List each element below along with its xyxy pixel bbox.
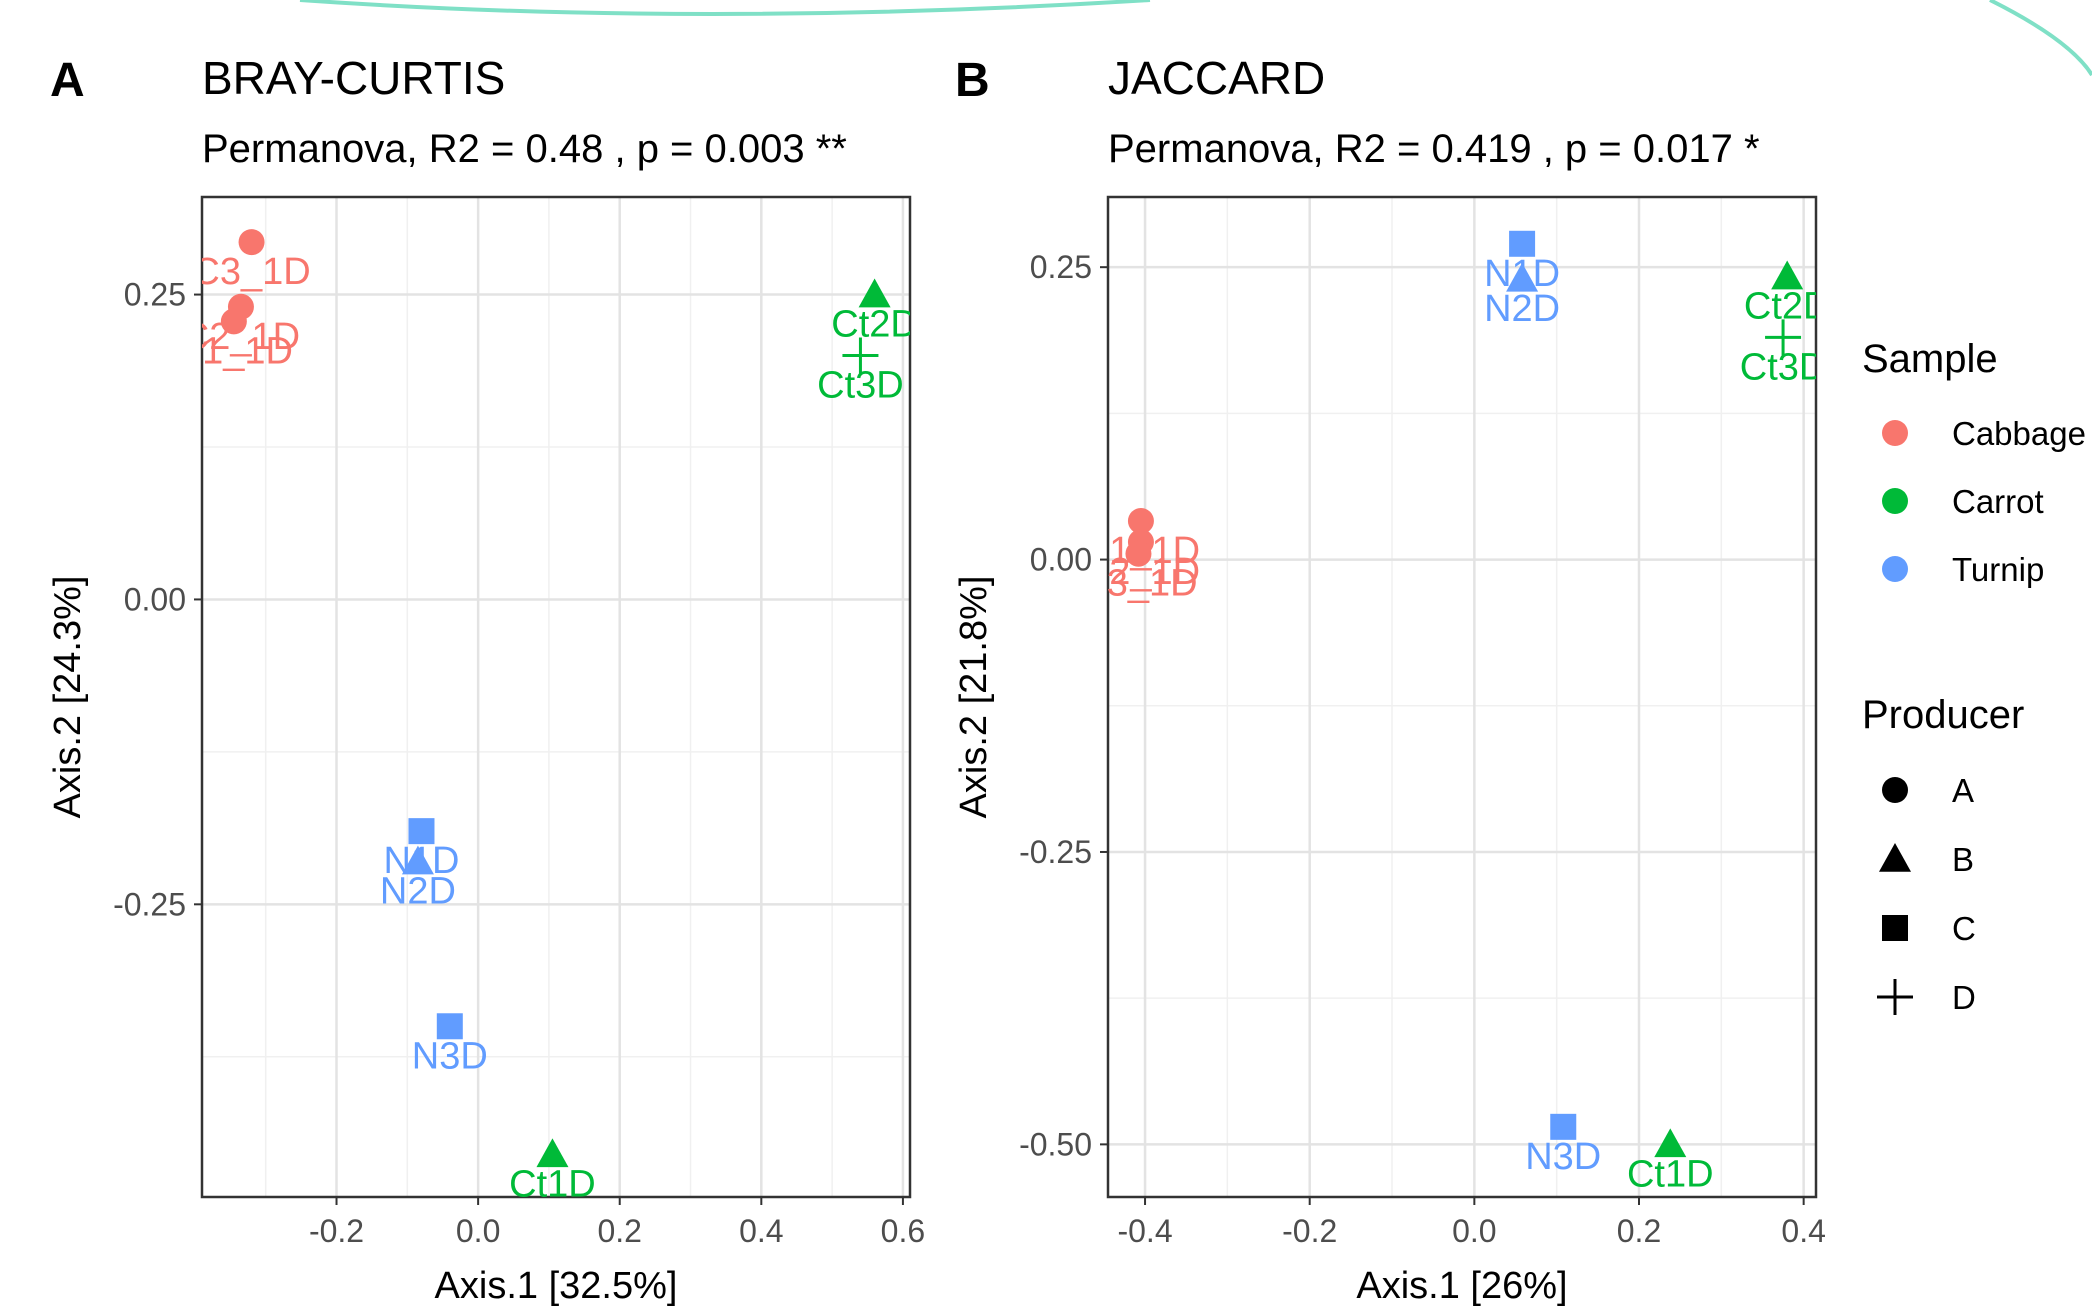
y-axis-label-bray-curtis: Axis.2 [24.3%] [47, 576, 89, 819]
legend-shape-d [1877, 979, 1913, 1015]
data-point [1765, 319, 1802, 356]
legend-shape-a [1882, 777, 1908, 803]
x-axis-label-jaccard: Axis.1 [26%] [1356, 1265, 1567, 1306]
grid-jaccard [1108, 197, 1816, 1197]
chart-subtitle-bray-curtis: Permanova, R2 = 0.48 , p = 0.003 ** [202, 127, 847, 171]
point-label: Ct3D [1740, 346, 1827, 388]
data-point [1550, 1113, 1577, 1140]
legend-label-producer-b: B [1952, 841, 1974, 878]
x-tick-label: 0.0 [456, 1213, 500, 1249]
y-tick-label: 0.25 [124, 277, 186, 313]
x-tick-label: -0.2 [1282, 1213, 1337, 1249]
point-label: C3_1D [192, 251, 310, 293]
legend-title-producer: Producer [1862, 693, 2024, 737]
decorative-arc-right [1989, 0, 2092, 77]
legend-label-turnip: Turnip [1952, 551, 2044, 588]
data-point [1125, 540, 1152, 567]
point-label: C3_1D [1079, 563, 1197, 605]
legend-swatch-carrot [1882, 488, 1908, 514]
panel-label-a: A [50, 54, 85, 107]
y-tick-label: -0.50 [1019, 1126, 1092, 1162]
y-axis-label-jaccard: Axis.2 [21.8%] [953, 576, 995, 819]
x-tick-label: 0.0 [1452, 1213, 1496, 1249]
legend-swatch-cabbage [1882, 420, 1908, 446]
point-label: Ct3D [817, 365, 904, 407]
x-axis-label-bray-curtis: Axis.1 [32.5%] [435, 1265, 678, 1306]
legend-title-sample: Sample [1862, 337, 1998, 381]
grid-bray-curtis [202, 197, 910, 1197]
data-point [238, 229, 265, 256]
legend-label-producer-d: D [1952, 979, 1976, 1016]
y-tick-label: 0.25 [1030, 249, 1092, 285]
point-label: Ct1D [509, 1163, 596, 1205]
x-tick-label: -0.4 [1117, 1213, 1172, 1249]
point-label: C2_1D [1082, 551, 1200, 593]
ticks-bray-curtis: -0.2 0.0 0.2 0.4 0.6 -0.25 0.00 0.25 [113, 277, 925, 1249]
x-tick-label: 0.2 [597, 1213, 641, 1249]
data-point [436, 1013, 463, 1040]
data-point [858, 278, 891, 308]
chart-title-jaccard: JACCARD [1108, 52, 1325, 104]
data-point [1506, 262, 1539, 292]
data-point [1127, 507, 1154, 534]
legend-swatch-turnip [1882, 556, 1908, 582]
data-point [536, 1138, 569, 1168]
ticks-jaccard: -0.4 -0.2 0.0 0.2 0.4 -0.50 -0.25 0.00 0.25 [1019, 249, 1826, 1249]
data-point [1509, 230, 1536, 257]
y-tick-label: -0.25 [1019, 834, 1092, 870]
panel-label-b: B [955, 54, 990, 107]
point-label: C1_1D [1082, 530, 1200, 572]
x-tick-label: 0.2 [1617, 1213, 1661, 1249]
legend-label-producer-c: C [1952, 910, 1976, 947]
data-point [1654, 1128, 1687, 1158]
plot-frame-bray-curtis [200, 195, 912, 1199]
y-tick-label: 0.00 [1030, 542, 1092, 578]
x-tick-label: 0.6 [881, 1213, 925, 1249]
legend-label-carrot: Carrot [1952, 483, 2044, 520]
x-tick-label: 0.4 [1781, 1213, 1825, 1249]
decorative-arc-left [299, 0, 1151, 16]
panel-jaccard: B JACCARD Permanova, R2 = 0.419 , p = 0.… [953, 52, 1831, 1306]
legend-shape-b [1879, 843, 1911, 872]
point-label: N3D [1525, 1136, 1601, 1178]
data-point [842, 337, 879, 374]
point-label: C1_1D [175, 330, 293, 372]
legend-sample-entries: Cabbage Carrot Turnip [1882, 415, 2086, 588]
y-tick-label: 0.00 [124, 581, 186, 617]
point-label: N3D [412, 1035, 488, 1077]
y-tick-label: -0.25 [113, 886, 186, 922]
point-label: Ct2D [1744, 286, 1831, 328]
data-point [408, 818, 435, 845]
chart-title-bray-curtis: BRAY-CURTIS [202, 52, 505, 104]
point-label: N2D [380, 871, 456, 913]
point-label: Ct1D [1627, 1153, 1714, 1195]
x-tick-label: 0.4 [739, 1213, 783, 1249]
plot-frame-jaccard [1106, 195, 1818, 1199]
data-point [401, 845, 434, 875]
legend-label-producer-a: A [1952, 772, 1974, 809]
legend-shape-c [1882, 915, 1908, 941]
data-point [1771, 260, 1804, 290]
point-label: Ct2D [831, 304, 918, 346]
chart-subtitle-jaccard: Permanova, R2 = 0.419 , p = 0.017 * [1108, 127, 1760, 171]
x-tick-label: -0.2 [309, 1213, 364, 1249]
legend-label-cabbage: Cabbage [1952, 415, 2086, 452]
panel-bray-curtis: A BRAY-CURTIS Permanova, R2 = 0.48 , p =… [47, 52, 925, 1306]
point-label: C2_1D [182, 316, 300, 358]
point-label: N2D [1484, 288, 1560, 330]
data-point [220, 308, 247, 335]
